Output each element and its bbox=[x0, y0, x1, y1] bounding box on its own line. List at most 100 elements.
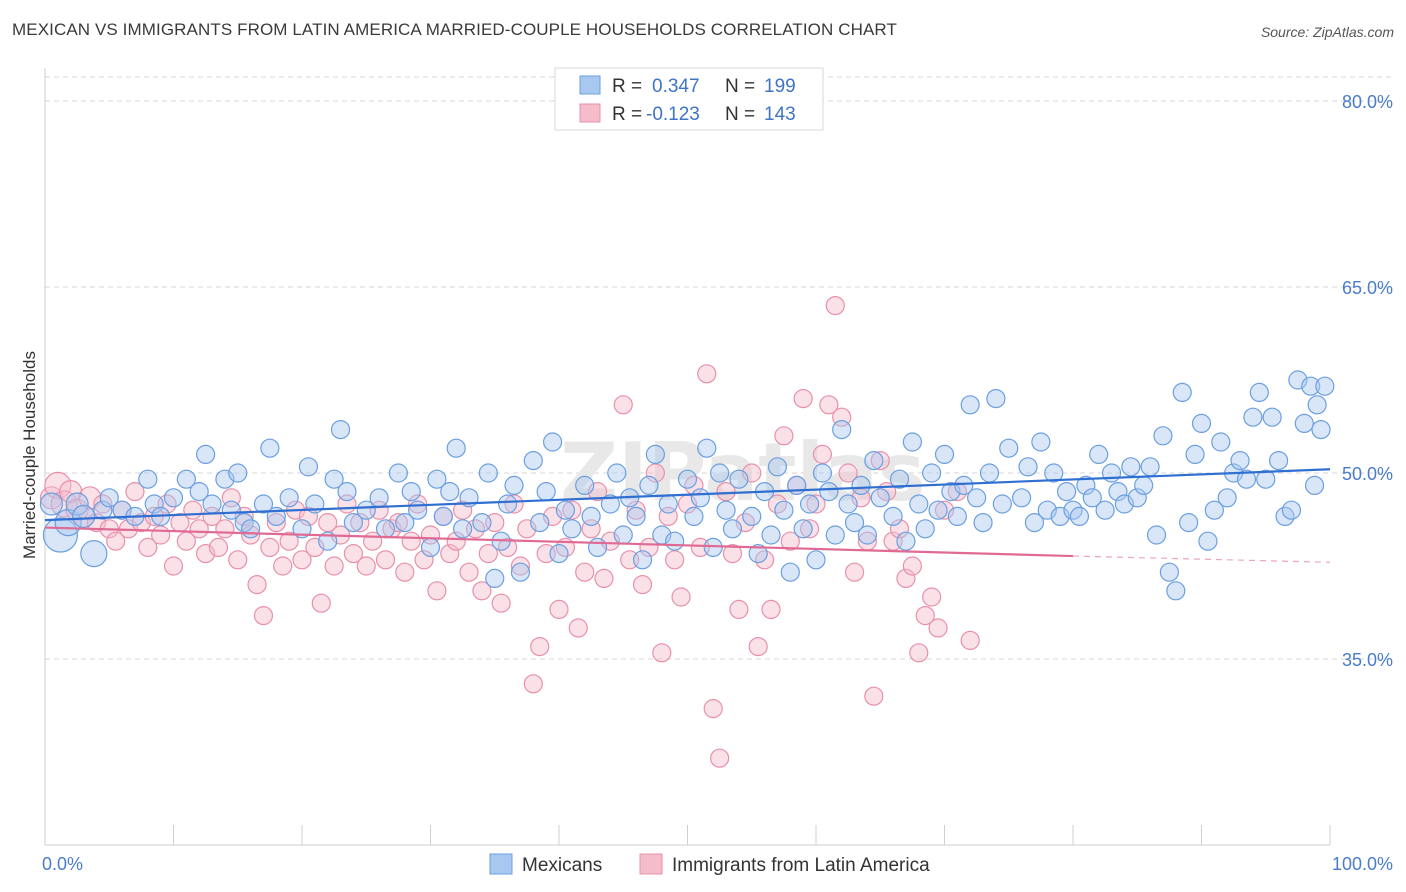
chart-source: Source: ZipAtlas.com bbox=[1260, 24, 1394, 40]
data-point-immigrants bbox=[806, 494, 826, 514]
data-point-mexicans bbox=[1069, 506, 1090, 527]
bottom-legend-mexicans: Mexicans bbox=[522, 855, 602, 876]
data-point-immigrants bbox=[928, 618, 948, 638]
data-point-mexicans bbox=[202, 494, 222, 514]
series-legend: Mexicans Immigrants from Latin America bbox=[489, 853, 930, 876]
data-point-mexicans bbox=[665, 531, 685, 551]
legend-r-label-2: R = bbox=[612, 104, 642, 125]
data-point-mexicans bbox=[1294, 413, 1314, 433]
data-point-immigrants bbox=[671, 587, 691, 607]
data-point-mexicans bbox=[228, 463, 248, 483]
data-point-immigrants bbox=[427, 581, 447, 601]
data-point-immigrants bbox=[960, 630, 980, 651]
data-point-mexicans bbox=[279, 488, 299, 508]
data-point-immigrants bbox=[626, 500, 646, 520]
data-point-mexicans bbox=[42, 517, 79, 553]
data-point-mexicans bbox=[697, 438, 717, 458]
data-point-immigrants bbox=[163, 556, 184, 576]
data-point-mexicans bbox=[677, 469, 698, 489]
data-point-mexicans bbox=[1031, 432, 1051, 452]
data-point-mexicans bbox=[1217, 488, 1237, 508]
data-point-mexicans bbox=[408, 500, 428, 520]
data-point-mexicans bbox=[825, 525, 845, 545]
data-point-mexicans bbox=[1268, 451, 1289, 471]
data-point-mexicans bbox=[1127, 488, 1147, 508]
legend-n-label-1: N = bbox=[725, 76, 755, 97]
legend-n-label-2: N = bbox=[725, 104, 755, 125]
data-point-mexicans bbox=[176, 469, 196, 489]
data-point-mexicans bbox=[292, 519, 312, 539]
data-point-immigrants bbox=[59, 480, 83, 504]
data-point-mexicans bbox=[799, 494, 820, 514]
data-point-immigrants bbox=[273, 556, 293, 576]
bottom-legend-swatch-mexicans bbox=[489, 853, 513, 875]
data-point-mexicans bbox=[420, 537, 441, 558]
data-point-mexicans bbox=[780, 562, 800, 582]
data-point-mexicans bbox=[523, 451, 543, 471]
data-point-immigrants bbox=[793, 389, 813, 409]
y-axis-label: Married-couple Households bbox=[20, 351, 39, 559]
data-point-mexicans bbox=[189, 482, 209, 502]
y-tick-label: 35.0% bbox=[1342, 650, 1393, 670]
data-point-immigrants bbox=[183, 500, 203, 520]
data-point-mexicans bbox=[1089, 444, 1109, 464]
data-point-mexicans bbox=[1243, 407, 1263, 427]
axes bbox=[44, 68, 1331, 846]
data-point-immigrants bbox=[594, 568, 614, 589]
data-point-mexicans bbox=[446, 438, 466, 458]
data-point-mexicans bbox=[928, 500, 948, 520]
x-tick-label: 100.0% bbox=[1332, 854, 1393, 874]
data-point-mexicans bbox=[369, 488, 389, 508]
data-point-immigrants bbox=[50, 490, 78, 518]
data-point-mexicans bbox=[658, 494, 678, 514]
legend-r-value-2: -0.123 bbox=[646, 104, 700, 125]
data-point-immigrants bbox=[78, 486, 102, 510]
data-point-mexicans bbox=[960, 395, 980, 415]
data-point-mexicans bbox=[71, 504, 96, 529]
data-point-mexicans bbox=[915, 519, 935, 539]
data-point-mexicans bbox=[600, 494, 621, 514]
data-point-mexicans bbox=[934, 444, 955, 464]
data-point-mexicans bbox=[883, 506, 903, 527]
data-point-mexicans bbox=[639, 475, 659, 495]
data-point-immigrants bbox=[279, 531, 299, 551]
data-point-mexicans bbox=[774, 500, 794, 520]
legend-swatch-mexicans bbox=[579, 75, 601, 95]
data-point-mexicans bbox=[1076, 475, 1096, 495]
data-point-immigrants bbox=[889, 519, 910, 539]
data-point-mexicans bbox=[530, 512, 550, 533]
legend-swatch-immigrants bbox=[579, 103, 601, 123]
data-point-immigrants bbox=[697, 364, 717, 384]
data-point-immigrants bbox=[819, 395, 839, 415]
data-point-immigrants bbox=[703, 698, 723, 719]
data-point-mexicans bbox=[241, 519, 261, 539]
data-point-mexicans bbox=[1262, 407, 1282, 427]
data-point-mexicans bbox=[298, 457, 319, 477]
data-point-immigrants bbox=[523, 674, 543, 694]
data-point-immigrants bbox=[125, 482, 145, 502]
data-point-immigrants bbox=[241, 525, 261, 545]
data-point-mexicans bbox=[440, 482, 460, 502]
data-point-mexicans bbox=[613, 525, 633, 545]
data-point-immigrants bbox=[838, 463, 858, 483]
data-point-mexicans bbox=[138, 469, 158, 489]
legend-r-value-1: 0.347 bbox=[652, 76, 700, 97]
chart-title: MEXICAN VS IMMIGRANTS FROM LATIN AMERICA… bbox=[12, 20, 897, 39]
data-point-immigrants bbox=[350, 512, 370, 533]
data-point-immigrants bbox=[896, 568, 916, 589]
data-point-mexicans bbox=[812, 463, 833, 483]
data-point-mexicans bbox=[710, 463, 730, 483]
data-point-immigrants bbox=[510, 556, 531, 576]
data-point-mexicans bbox=[986, 389, 1006, 409]
data-point-mexicans bbox=[864, 451, 884, 471]
data-point-mexicans bbox=[992, 494, 1012, 514]
data-point-mexicans bbox=[343, 512, 363, 533]
data-point-mexicans bbox=[838, 494, 858, 514]
trend-line-immigrants-extension bbox=[1072, 555, 1331, 563]
data-point-mexicans bbox=[575, 475, 595, 495]
data-point-mexicans bbox=[1095, 500, 1115, 520]
data-point-immigrants bbox=[575, 562, 595, 582]
data-point-mexicans bbox=[1153, 426, 1173, 446]
data-point-immigrants bbox=[44, 471, 72, 499]
